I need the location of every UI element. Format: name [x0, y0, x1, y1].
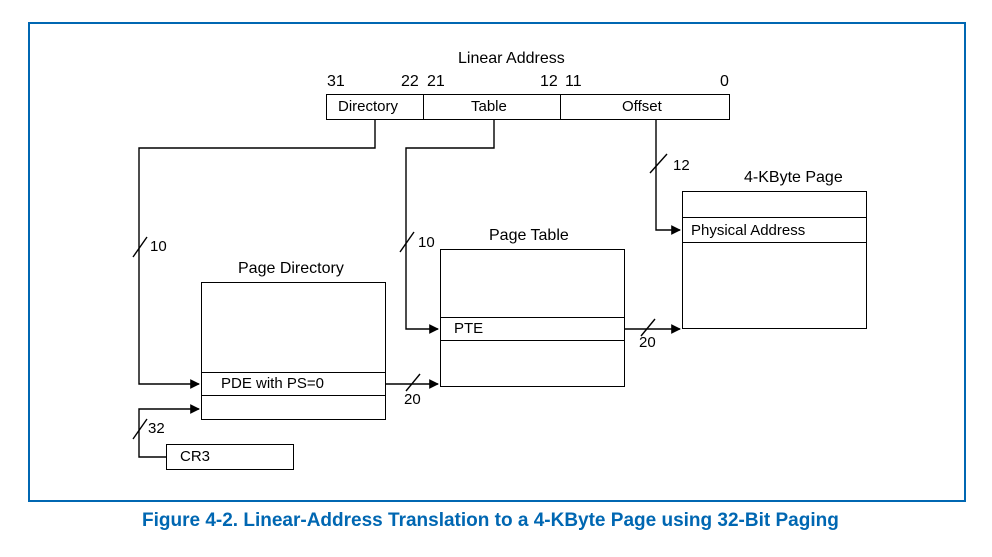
w12: 12 [673, 157, 690, 174]
w20-b: 20 [639, 334, 656, 351]
page-box [682, 191, 867, 329]
figure-caption: Figure 4-2. Linear-Address Translation t… [142, 510, 839, 532]
w32: 32 [148, 420, 165, 437]
pde-label: PDE with PS=0 [221, 375, 324, 392]
cr3-label: CR3 [180, 448, 210, 465]
la-table-label: Table [471, 98, 507, 115]
page-directory-box [201, 282, 386, 420]
page-title: 4-KByte Page [744, 169, 843, 187]
linear-address-title: Linear Address [458, 50, 565, 68]
phys-addr-label: Physical Address [691, 222, 805, 239]
bit-22: 22 [401, 73, 419, 91]
bit-12: 12 [540, 73, 558, 91]
bit-0: 0 [720, 73, 729, 91]
w10-b: 10 [418, 234, 435, 251]
bit-21: 21 [427, 73, 445, 91]
la-offset-label: Offset [622, 98, 662, 115]
bit-31: 31 [327, 73, 345, 91]
diagram-container: Linear Address 31 22 21 12 11 0 Director… [20, 20, 972, 537]
bit-11: 11 [565, 73, 582, 91]
la-dir-label: Directory [338, 98, 398, 115]
w20-a: 20 [404, 391, 421, 408]
page-table-title: Page Table [489, 227, 569, 245]
pte-label: PTE [454, 320, 483, 337]
w10-a: 10 [150, 238, 167, 255]
page-directory-title: Page Directory [238, 260, 344, 278]
